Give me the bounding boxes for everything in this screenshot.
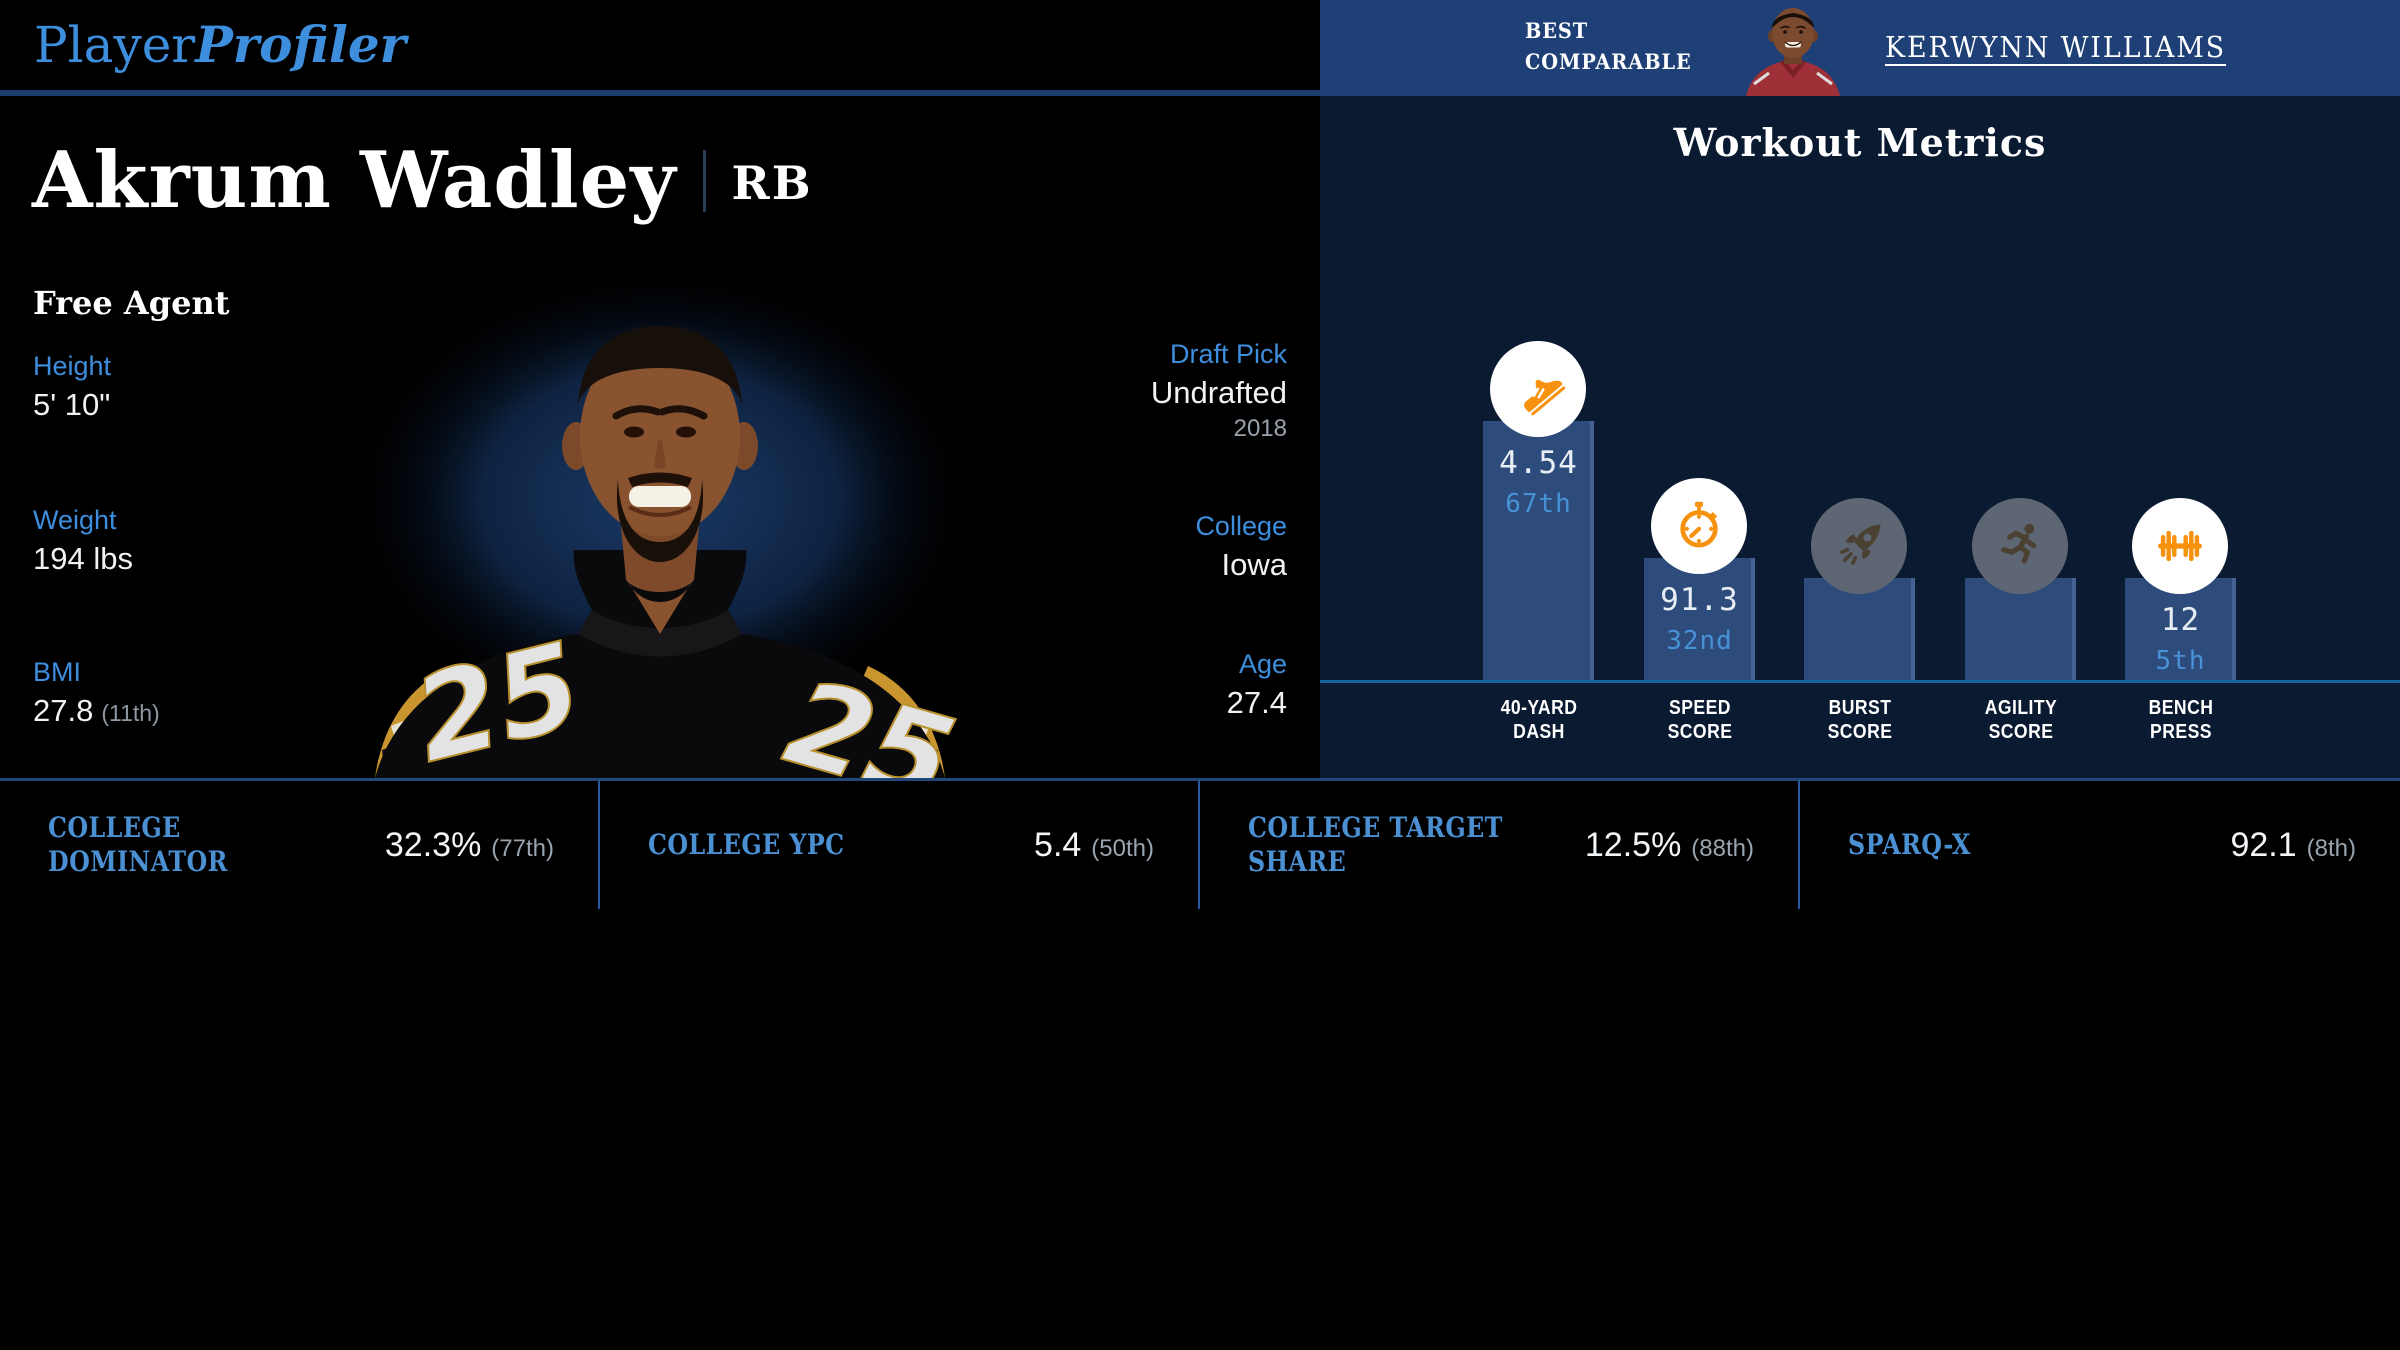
stat-college-ypc: COLLEGE YPC 5.4 (50th) [600, 781, 1200, 909]
attribute-label: Height [33, 351, 112, 381]
stat-percentile: (77th) [491, 834, 554, 862]
workout-metrics-panel: Workout Metrics 4.54 67th [1320, 96, 2400, 778]
player-position: RB [731, 156, 813, 210]
logo-player-text: Player [34, 16, 196, 74]
best-comparable-banner: BEST COMPARABLE KERWYNN WILLIAMS [1320, 0, 2400, 96]
metric-bar: 12 5th [2125, 578, 2236, 680]
metric-bar [1804, 578, 1915, 680]
attribute-value: 27.8 [33, 693, 94, 728]
name-divider [702, 150, 706, 212]
bar-group-agility-score: AGILITY SCORE [1965, 96, 2076, 743]
stat-value: 32.3% [384, 825, 482, 864]
player-name: Akrum Wadley [32, 135, 677, 226]
attribute-value: Undrafted [1150, 375, 1287, 410]
attribute-value: 194 lbs [33, 541, 133, 576]
attribute-weight: Weight 194 lbs [33, 502, 133, 580]
team-status: Free Agent [33, 284, 230, 322]
metric-label: SPEED SCORE [1667, 697, 1732, 743]
attribute-draft-pick: Draft Pick Undrafted 2018 [1151, 336, 1287, 444]
attribute-college: College Iowa [1195, 508, 1287, 586]
attribute-percentile: (11th) [101, 700, 160, 726]
attribute-age: Age 27.4 [1227, 646, 1287, 724]
rocket-icon [1811, 498, 1907, 594]
workout-metrics-title: Workout Metrics [1673, 120, 2047, 165]
stat-percentile: (88th) [1691, 834, 1754, 862]
attribute-height: Height 5' 10" [33, 348, 111, 426]
header-bar: PlayerProfiler [0, 0, 1320, 96]
stat-label: SPARQ-X [1848, 828, 1971, 861]
bar-group-burst-score: BURST SCORE [1804, 96, 1915, 743]
attribute-label: Age [1238, 649, 1287, 679]
metric-label: BENCH PRESS [2148, 697, 2213, 743]
attribute-value: 27.4 [1226, 685, 1287, 720]
metric-value: 4.54 [1499, 445, 1578, 481]
metric-label: AGILITY SCORE [1984, 697, 2057, 743]
stat-value: 12.5% [1584, 825, 1682, 864]
metric-percentile: 32nd [1666, 626, 1733, 656]
stat-value: 5.4 [1034, 825, 1082, 864]
metric-value: 12 [2160, 602, 2201, 638]
bar-group-bench-press: 12 5th BENCH PRESS [2125, 96, 2236, 743]
bar-group-speed-score: 91.3 32nd SPEED SCORE [1644, 96, 1755, 743]
comparable-player-avatar [1718, 0, 1868, 96]
college-stats-row: COLLEGE DOMINATOR 32.3% (77th) COLLEGE Y… [0, 778, 2400, 909]
logo-profiler-text: Profiler [195, 15, 406, 74]
running-shoe-icon [1490, 341, 1586, 437]
chart-baseline [1320, 680, 2400, 683]
attribute-value: Iowa [1221, 547, 1287, 582]
attribute-label: BMI [33, 657, 82, 687]
attribute-sub-value: 2018 [1233, 415, 1287, 442]
metric-bar: 91.3 32nd [1644, 558, 1755, 680]
metric-label: 40-YARD DASH [1500, 697, 1577, 743]
player-summary-panel: 25 25 Akrum Wadley [0, 96, 1320, 831]
attribute-label: College [1195, 511, 1287, 541]
playerprofiler-logo[interactable]: PlayerProfiler [34, 20, 406, 71]
runner-icon [1972, 498, 2068, 594]
stat-label: COLLEGE YPC [648, 828, 845, 861]
bar-group-40-yard-dash: 4.54 67th 40-YARD DASH [1483, 96, 1594, 743]
stat-label: COLLEGE TARGET SHARE [1248, 811, 1503, 878]
workout-metrics-chart: 4.54 67th 40-YARD DASH [1320, 96, 2400, 778]
stat-college-dominator: COLLEGE DOMINATOR 32.3% (77th) [0, 781, 600, 909]
stat-label: COLLEGE DOMINATOR [48, 811, 228, 878]
stat-sparq-x: SPARQ-X 92.1 (8th) [1800, 781, 2400, 909]
metric-percentile: 5th [2155, 646, 2206, 676]
stat-college-target-share: COLLEGE TARGET SHARE 12.5% (88th) [1200, 781, 1800, 909]
comparable-player-link[interactable]: KERWYNN WILLIAMS [1885, 30, 2227, 64]
metric-bar: 4.54 67th [1483, 421, 1594, 680]
attribute-label: Draft Pick [1169, 339, 1287, 369]
player-photo: 25 25 [320, 278, 1000, 831]
stat-percentile: (8th) [2306, 834, 2356, 862]
stat-percentile: (50th) [1091, 834, 1154, 862]
stat-value: 92.1 [2230, 825, 2297, 864]
player-identity: Akrum Wadley RB [32, 142, 813, 220]
metric-bar [1965, 578, 2076, 680]
barbell-icon [2132, 498, 2228, 594]
stopwatch-icon [1651, 478, 1747, 574]
attribute-label: Weight [33, 505, 117, 535]
metric-percentile: 67th [1505, 489, 1572, 519]
metric-value: 91.3 [1660, 582, 1739, 618]
attribute-bmi: BMI 27.8 (11th) [33, 654, 160, 734]
metric-label: BURST SCORE [1827, 697, 1892, 743]
best-comparable-label: BEST COMPARABLE [1525, 18, 1692, 74]
attribute-value: 5' 10" [33, 387, 111, 422]
